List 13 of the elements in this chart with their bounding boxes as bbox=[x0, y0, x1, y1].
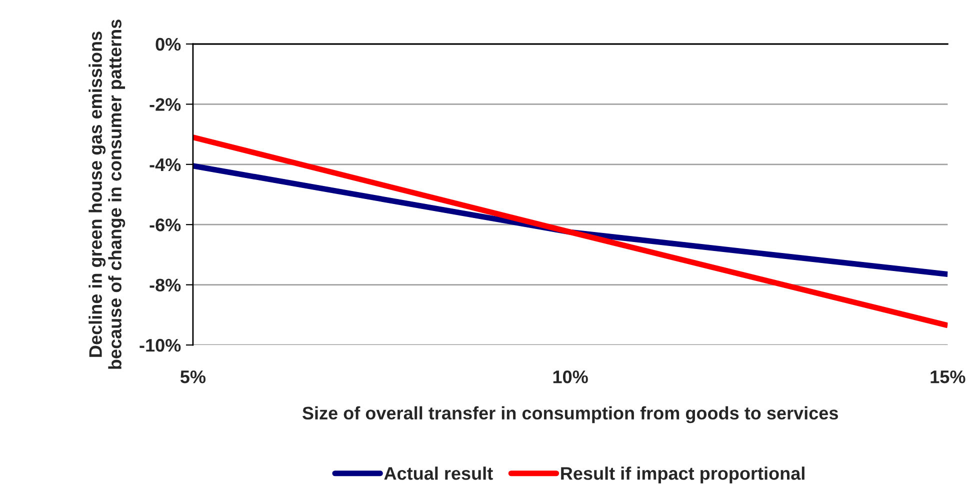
y-tick-label: -8% bbox=[150, 278, 181, 292]
legend-label: Actual result bbox=[384, 466, 493, 480]
x-tick-label: 5% bbox=[180, 370, 206, 384]
legend-label: Result if impact proportional bbox=[561, 466, 804, 484]
y-tick-label: -6% bbox=[150, 218, 181, 232]
x-axis-title: Size of overall transfer in consumption from goods to services bbox=[302, 406, 838, 424]
y-tick-label: 0% bbox=[156, 38, 181, 51]
y-tick-label: -4% bbox=[150, 158, 181, 172]
y-tick-label: -2% bbox=[150, 98, 181, 111]
x-tick-label: 15% bbox=[930, 370, 966, 384]
y-axis-title: Decline in green house gas emissions because of change in consumer patterns bbox=[88, 20, 126, 369]
x-tick-label: 10% bbox=[553, 370, 588, 384]
y-tick-label: -10% bbox=[140, 338, 181, 352]
